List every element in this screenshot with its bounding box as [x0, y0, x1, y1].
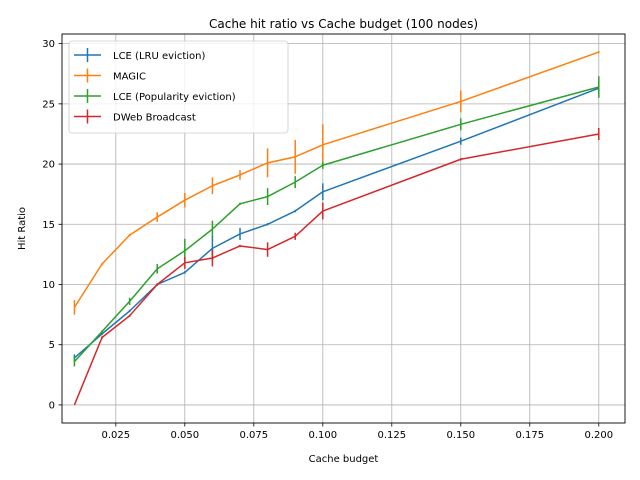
chart-title: Cache hit ratio vs Cache budget (100 nod…: [209, 17, 478, 31]
legend: LCE (LRU eviction) MAGIC LCE (Popularity e…: [68, 40, 289, 134]
y-tick-label: 25: [42, 99, 55, 110]
y-axis-label: Hit Ratio: [17, 207, 28, 250]
legend-box: [68, 40, 289, 134]
x-tick-label: 0.100: [308, 430, 337, 441]
legend-label: LCE (Popularity eviction): [113, 92, 236, 103]
x-axis-label: Cache budget: [309, 454, 379, 465]
y-tick-label: 30: [42, 39, 55, 50]
plot-frame: [61, 33, 626, 424]
legend-entry-lce-lru-eviction: LCE (LRU eviction): [74, 48, 205, 62]
x-tick-label: 0.025: [101, 430, 130, 441]
x-tick-label: 0.150: [446, 430, 475, 441]
axis-ticks: 0.025 0.050 0.075 0.100 0.125 0.150 0.175 0.200…: [42, 39, 613, 441]
series-magic: [73, 50, 600, 315]
legend-label: MAGIC: [113, 72, 146, 83]
y-tick-label: 20: [42, 160, 55, 171]
series-line: [73, 133, 599, 406]
x-tick-label: 0.200: [584, 430, 613, 441]
series-line: [73, 86, 599, 363]
y-tick-label: 0: [49, 400, 55, 411]
series-line: [73, 87, 600, 359]
series-group: [73, 50, 600, 406]
x-tick-label: 0.175: [515, 430, 544, 441]
x-tick-label: 0.075: [239, 430, 268, 441]
series-line: [73, 51, 600, 308]
legend-entry-dweb-broadcast: DWeb Broadcast: [74, 109, 196, 124]
series-dweb-broadcast: [73, 127, 600, 406]
x-tick-label: 0.125: [377, 430, 406, 441]
legend-entry-magic: MAGIC: [74, 68, 146, 83]
legend-label: LCE (LRU eviction): [113, 51, 205, 62]
legend-entry-lce-popularity-eviction: LCE (Popularity eviction): [74, 89, 236, 103]
y-tick-label: 15: [42, 220, 55, 231]
series-lce-popularity-eviction: [73, 76, 600, 367]
y-tick-label: 10: [42, 280, 55, 291]
x-tick-label: 0.050: [170, 430, 199, 441]
legend-label: DWeb Broadcast: [113, 113, 196, 124]
y-tick-label: 5: [49, 340, 55, 351]
